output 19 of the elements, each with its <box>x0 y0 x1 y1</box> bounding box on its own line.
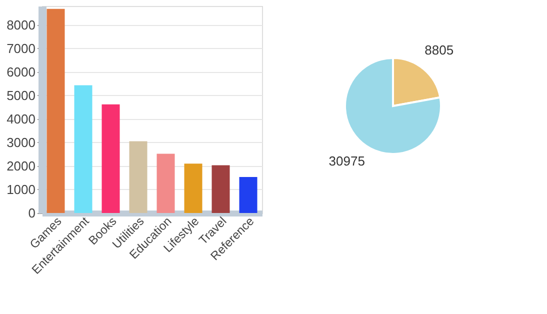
y-tick-label: 7000 <box>6 40 36 56</box>
y-tick-label: 2000 <box>6 158 36 174</box>
y-tick-label: 4000 <box>6 111 36 126</box>
bar <box>184 164 202 213</box>
y-tick-label: 1000 <box>6 182 36 197</box>
y-tick-label: 0 <box>28 206 36 220</box>
pie-slice <box>344 57 442 155</box>
y-tick-label: 6000 <box>6 64 36 80</box>
y-tick-label: 5000 <box>6 88 36 103</box>
data-label: 8805 <box>424 42 454 58</box>
bar <box>239 177 258 213</box>
bar <box>212 165 230 213</box>
data-label: 30975 <box>328 153 365 168</box>
y-tick-label: 3000 <box>6 134 36 150</box>
bar <box>74 85 92 213</box>
bar <box>156 154 175 213</box>
y-tick-label: 8000 <box>6 17 36 32</box>
bar <box>129 141 148 213</box>
bar <box>102 104 120 213</box>
